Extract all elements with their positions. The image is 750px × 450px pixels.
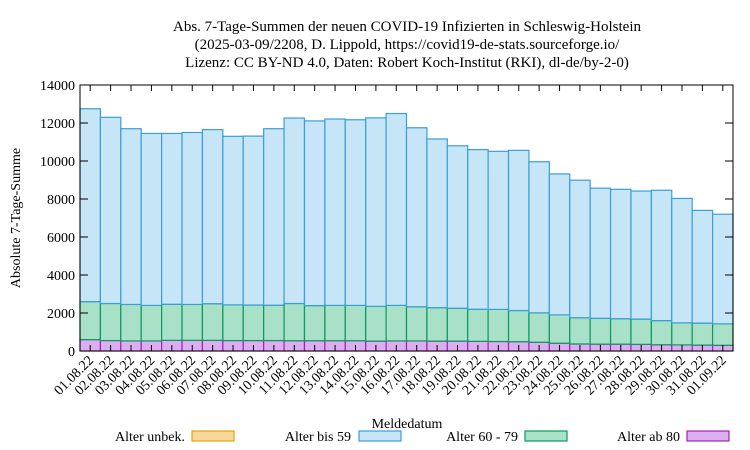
bar-alter-60-79-0	[79, 301, 102, 341]
bar-alter-60-79-13	[344, 304, 367, 342]
bar-alter-bis-59-4	[161, 132, 183, 305]
bar-alter-60-79-22	[528, 312, 550, 343]
bar-alter-bis-59-12	[324, 118, 346, 307]
bar-alter-60-79-30	[691, 322, 714, 346]
bar-alter-bis-59-18	[446, 145, 469, 309]
bar-alter-60-79-31	[711, 323, 734, 346]
bar-alter-bis-59-15	[385, 112, 408, 306]
bar-alter-bis-59-10	[283, 117, 306, 305]
chart-title: Abs. 7-Tage-Summen der neuen COVID-19 In…	[173, 19, 642, 71]
bar-alter-bis-59-13	[344, 119, 367, 307]
bar-alter-60-79-11	[303, 304, 326, 342]
title-line-3: Lizenz: CC BY-ND 4.0, Daten: Robert Koch…	[185, 55, 629, 71]
bar-alter-60-79-12	[324, 304, 346, 342]
legend-label-2: Alter 60 - 79	[446, 430, 518, 445]
legend-label-0: Alter unbek.	[115, 430, 185, 445]
bar-alter-60-79-5	[181, 303, 204, 341]
legend-label-3: Alter ab 80	[617, 430, 680, 445]
legend-swatch-1	[358, 430, 402, 442]
bar-alter-bis-59-24	[569, 179, 591, 319]
y-tick-label-1: 2000	[47, 307, 75, 322]
bar-alter-bis-59-19	[467, 149, 489, 310]
y-axis-label: Absolute 7-Tage-Summe	[9, 148, 24, 288]
bar-alter-bis-59-22	[528, 161, 550, 314]
bar-alter-bis-59-14	[365, 117, 387, 307]
bar-alter-60-79-23	[548, 314, 571, 344]
bar-alter-60-79-19	[467, 308, 489, 342]
title-line-2: (2025-03-09/2208, D. Lippold, https://co…	[195, 37, 620, 53]
bar-alter-bis-59-20	[487, 150, 510, 310]
bar-alter-60-79-9	[263, 304, 285, 342]
legend: Alter unbek. Alter bis 59 Alter 60 - 79 Alt…	[115, 430, 730, 445]
bar-alter-bis-59-8	[242, 135, 265, 306]
bar-alter-60-79-14	[365, 305, 387, 342]
y-tick-label-2: 4000	[47, 269, 75, 284]
x-axis-label: Meldedatum	[372, 417, 443, 432]
bar-alter-60-79-3	[140, 304, 163, 342]
bar-alter-bis-59-1	[99, 116, 122, 305]
bar-alter-60-79-2	[120, 303, 142, 342]
legend-swatch-0	[191, 430, 235, 442]
bar-alter-bis-59-27	[630, 190, 652, 320]
bar-alter-bis-59-11	[303, 120, 326, 307]
legend-label-1: Alter bis 59	[285, 430, 351, 445]
bar-alter-bis-59-23	[548, 173, 571, 316]
bar-alter-bis-59-26	[609, 188, 632, 320]
bar-alter-60-79-21	[507, 309, 530, 343]
bar-alter-60-79-26	[609, 318, 632, 345]
bar-alter-bis-59-7	[222, 135, 244, 306]
bar-alter-bis-59-2	[120, 128, 142, 306]
bar-alter-60-79-16	[405, 306, 428, 342]
bar-alter-bis-59-16	[405, 127, 428, 308]
y-tick-label-7: 14000	[40, 79, 75, 94]
bar-alter-60-79-1	[99, 302, 122, 342]
bar-alter-60-79-15	[385, 304, 408, 342]
bar-alter-bis-59-3	[140, 132, 163, 306]
bar-alter-bis-59-5	[181, 131, 204, 306]
bar-alter-bis-59-9	[263, 128, 285, 306]
bar-alter-60-79-20	[487, 308, 510, 343]
bar-alter-bis-59-25	[589, 187, 612, 319]
y-tick-label-6: 12000	[40, 117, 75, 132]
bar-alter-60-79-18	[446, 307, 469, 342]
bar-alter-bis-59-28	[650, 189, 673, 322]
bar-alter-bis-59-17	[426, 138, 448, 309]
bars-layer	[79, 108, 734, 352]
bar-alter-60-79-8	[242, 304, 265, 342]
y-tick-label-4: 8000	[47, 193, 75, 208]
bar-alter-bis-59-6	[201, 129, 224, 305]
bar-alter-60-79-25	[589, 317, 612, 345]
legend-swatch-3	[686, 430, 730, 442]
bar-alter-60-79-24	[569, 317, 591, 345]
y-tick-label-0: 0	[68, 345, 75, 360]
y-tick-label-5: 10000	[40, 155, 75, 170]
bar-alter-60-79-4	[161, 303, 183, 341]
y-tick-label-3: 6000	[47, 231, 75, 246]
bar-alter-bis-59-21	[507, 149, 530, 312]
bar-alter-60-79-28	[650, 320, 673, 346]
bar-alter-bis-59-30	[691, 209, 714, 324]
title-line-1: Abs. 7-Tage-Summen der neuen COVID-19 In…	[173, 19, 642, 35]
bar-alter-bis-59-31	[711, 213, 734, 325]
bar-alter-60-79-7	[222, 304, 244, 342]
bar-alter-bis-59-0	[79, 108, 102, 303]
plot-frame	[79, 84, 734, 352]
legend-swatch-2	[524, 430, 568, 442]
bar-alter-60-79-10	[283, 302, 306, 342]
bar-alter-60-79-27	[630, 318, 652, 345]
bar-alter-bis-59-29	[671, 197, 693, 324]
bar-alter-60-79-6	[201, 303, 224, 341]
bar-alter-60-79-17	[426, 307, 448, 342]
bar-alter-60-79-29	[671, 322, 693, 346]
